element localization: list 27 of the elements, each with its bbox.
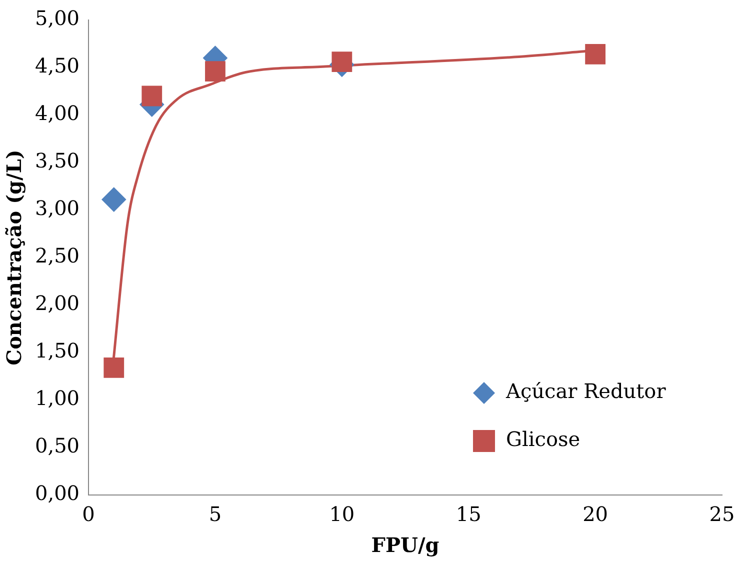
y-tick-label: 4,50 — [35, 54, 80, 78]
y-tick-label: 3,00 — [35, 196, 80, 220]
y-axis-title: Concentração (g/L) — [2, 150, 26, 366]
point — [585, 44, 606, 64]
y-tick-label: 0,00 — [35, 481, 80, 506]
x-tick-label: 20 — [582, 502, 608, 526]
x-tick-label: 5 — [208, 502, 222, 526]
y-tick-label: 1,50 — [35, 338, 80, 363]
y-tick-label: 4,00 — [35, 101, 80, 126]
y-tick-label: 5,00 — [35, 6, 80, 30]
y-tick-label: 2,50 — [35, 244, 80, 268]
y-tick-label: 1,00 — [35, 386, 80, 410]
legend-label: Açúcar Redutor — [505, 379, 666, 404]
x-tick-label: 0 — [82, 502, 95, 526]
legend-label: Glicose — [506, 427, 580, 452]
y-tick-label: 0,50 — [35, 434, 80, 458]
y-tick-label: 2,00 — [35, 291, 80, 316]
y-tick-label: 3,50 — [35, 148, 80, 173]
x-tick-label: 25 — [709, 502, 735, 526]
x-tick-label: 15 — [456, 502, 482, 526]
point — [102, 188, 126, 212]
x-axis-title: FPU/g — [371, 533, 440, 558]
x-tick-label: 10 — [329, 502, 355, 526]
point — [142, 86, 162, 106]
point — [104, 358, 124, 378]
point — [332, 52, 352, 72]
point — [205, 61, 226, 82]
